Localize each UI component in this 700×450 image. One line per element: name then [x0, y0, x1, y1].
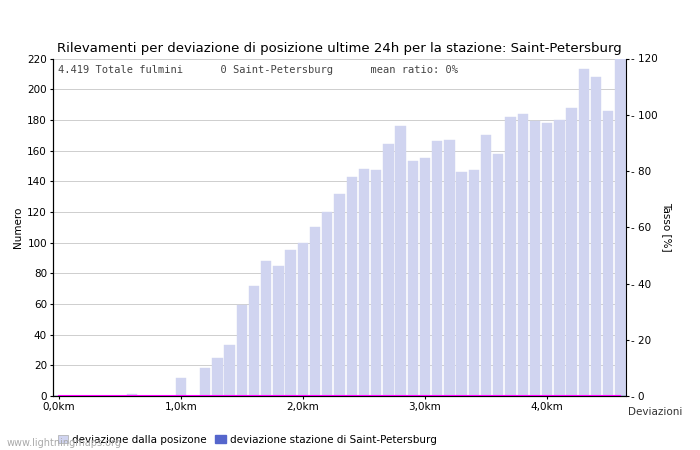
Y-axis label: Tasso [%]: Tasso [%]: [662, 202, 671, 252]
Bar: [493, 153, 503, 396]
Bar: [407, 161, 418, 396]
Text: Deviazioni: Deviazioni: [628, 407, 682, 417]
Bar: [566, 108, 577, 396]
Bar: [346, 176, 357, 396]
Bar: [298, 243, 308, 396]
Bar: [225, 346, 235, 396]
Text: www.lightningmaps.org: www.lightningmaps.org: [7, 438, 122, 448]
Bar: [310, 227, 321, 396]
Bar: [212, 358, 223, 396]
Bar: [591, 77, 601, 396]
Bar: [335, 194, 344, 396]
Bar: [481, 135, 491, 396]
Bar: [579, 69, 589, 396]
Bar: [358, 169, 369, 396]
Bar: [444, 140, 454, 396]
Bar: [468, 171, 479, 396]
Bar: [237, 306, 247, 396]
Bar: [322, 212, 332, 396]
Bar: [505, 117, 516, 396]
Bar: [456, 172, 467, 396]
Bar: [248, 286, 259, 396]
Bar: [383, 144, 393, 396]
Bar: [371, 171, 382, 396]
Bar: [432, 141, 442, 396]
Y-axis label: Numero: Numero: [13, 207, 23, 248]
Bar: [603, 111, 613, 396]
Bar: [200, 369, 210, 396]
Bar: [395, 126, 406, 396]
Bar: [273, 266, 284, 396]
Bar: [542, 123, 552, 396]
Text: 4.419 Totale fulmini      0 Saint-Petersburg      mean ratio: 0%: 4.419 Totale fulmini 0 Saint-Petersburg …: [58, 65, 459, 75]
Bar: [261, 261, 272, 396]
Bar: [615, 58, 626, 396]
Bar: [554, 120, 564, 396]
Title: Rilevamenti per deviazione di posizione ultime 24h per la stazione: Saint-Peters: Rilevamenti per deviazione di posizione …: [57, 41, 622, 54]
Bar: [176, 378, 186, 396]
Bar: [530, 122, 540, 396]
Bar: [517, 114, 528, 396]
Bar: [127, 395, 137, 396]
Bar: [286, 250, 296, 396]
Bar: [420, 158, 430, 396]
